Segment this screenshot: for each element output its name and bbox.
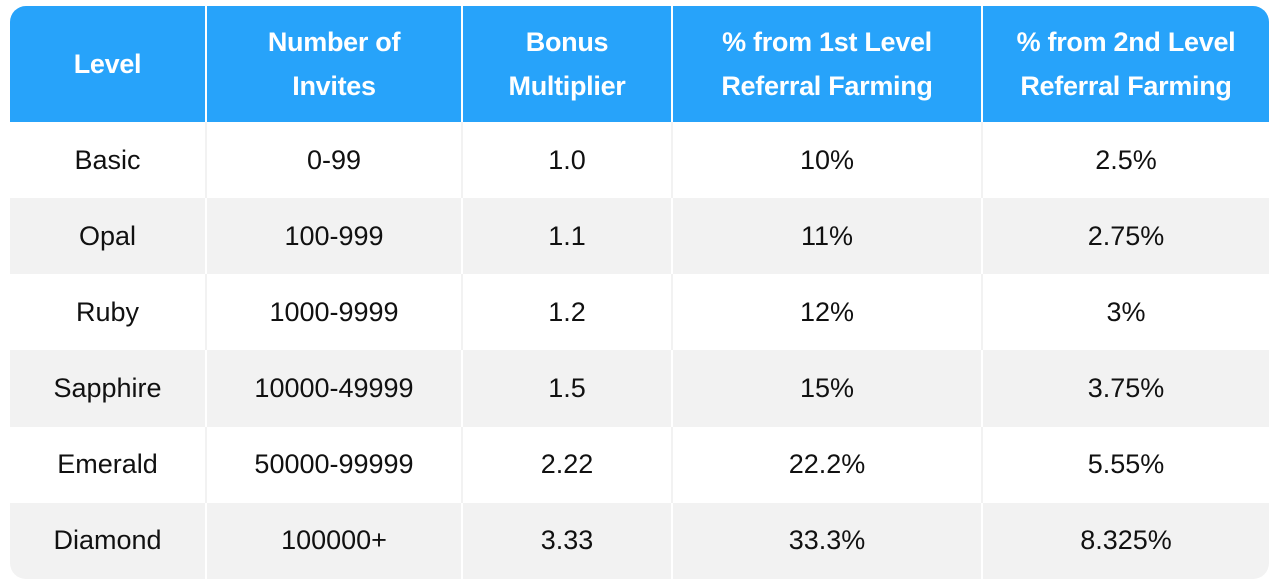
table-body: Basic 0-99 1.0 10% 2.5% Opal 100-999 1.1… bbox=[10, 122, 1269, 579]
cell-first-level-pct: 15% bbox=[672, 350, 983, 427]
header-bonus-multiplier: Bonus Multiplier bbox=[462, 6, 673, 122]
table-row: Opal 100-999 1.1 11% 2.75% bbox=[10, 198, 1269, 275]
header-first-level-line2: Referral Farming bbox=[721, 71, 933, 101]
table-row: Diamond 100000+ 3.33 33.3% 8.325% bbox=[10, 502, 1269, 579]
header-bonus-line1: Bonus bbox=[525, 27, 609, 57]
cell-multiplier: 2.22 bbox=[462, 426, 673, 503]
cell-invites: 10000-49999 bbox=[206, 350, 463, 427]
cell-first-level-pct: 11% bbox=[672, 198, 983, 275]
header-second-level-line1: % from 2nd Level bbox=[1016, 27, 1236, 57]
cell-multiplier: 3.33 bbox=[462, 502, 673, 579]
cell-first-level-pct: 33.3% bbox=[672, 502, 983, 579]
header-bonus-line2: Multiplier bbox=[508, 71, 626, 101]
cell-second-level-pct: 2.5% bbox=[982, 122, 1269, 199]
header-row: Level Number of Invites Bonus Multiplier… bbox=[10, 6, 1269, 122]
cell-invites: 1000-9999 bbox=[206, 274, 463, 351]
cell-multiplier: 1.5 bbox=[462, 350, 673, 427]
header-first-level-farming: % from 1st Level Referral Farming bbox=[672, 6, 983, 122]
header-first-level-line1: % from 1st Level bbox=[722, 27, 932, 57]
cell-level: Diamond bbox=[10, 502, 207, 579]
cell-first-level-pct: 10% bbox=[672, 122, 983, 199]
cell-level: Emerald bbox=[10, 426, 207, 503]
header-number-of-invites: Number of Invites bbox=[206, 6, 463, 122]
cell-second-level-pct: 3.75% bbox=[982, 350, 1269, 427]
referral-levels-table-container: Level Number of Invites Bonus Multiplier… bbox=[10, 6, 1269, 579]
header-second-level-farming: % from 2nd Level Referral Farming bbox=[982, 6, 1269, 122]
cell-second-level-pct: 8.325% bbox=[982, 502, 1269, 579]
header-invites-line2: Invites bbox=[292, 71, 376, 101]
cell-level: Sapphire bbox=[10, 350, 207, 427]
cell-level: Ruby bbox=[10, 274, 207, 351]
cell-second-level-pct: 2.75% bbox=[982, 198, 1269, 275]
table-row: Ruby 1000-9999 1.2 12% 3% bbox=[10, 274, 1269, 351]
header-level-line1: Level bbox=[73, 49, 142, 79]
cell-multiplier: 1.1 bbox=[462, 198, 673, 275]
cell-invites: 100-999 bbox=[206, 198, 463, 275]
referral-levels-table: Level Number of Invites Bonus Multiplier… bbox=[10, 6, 1269, 579]
cell-second-level-pct: 3% bbox=[982, 274, 1269, 351]
table-row: Emerald 50000-99999 2.22 22.2% 5.55% bbox=[10, 426, 1269, 503]
cell-invites: 0-99 bbox=[206, 122, 463, 199]
cell-first-level-pct: 22.2% bbox=[672, 426, 983, 503]
cell-first-level-pct: 12% bbox=[672, 274, 983, 351]
cell-level: Opal bbox=[10, 198, 207, 275]
cell-level: Basic bbox=[10, 122, 207, 199]
table-row: Sapphire 10000-49999 1.5 15% 3.75% bbox=[10, 350, 1269, 427]
header-second-level-line2: Referral Farming bbox=[1020, 71, 1232, 101]
cell-multiplier: 1.0 bbox=[462, 122, 673, 199]
cell-multiplier: 1.2 bbox=[462, 274, 673, 351]
cell-second-level-pct: 5.55% bbox=[982, 426, 1269, 503]
table-row: Basic 0-99 1.0 10% 2.5% bbox=[10, 122, 1269, 199]
cell-invites: 100000+ bbox=[206, 502, 463, 579]
header-invites-line1: Number of bbox=[267, 27, 401, 57]
table-header: Level Number of Invites Bonus Multiplier… bbox=[10, 6, 1269, 122]
header-level: Level bbox=[10, 6, 207, 122]
cell-invites: 50000-99999 bbox=[206, 426, 463, 503]
